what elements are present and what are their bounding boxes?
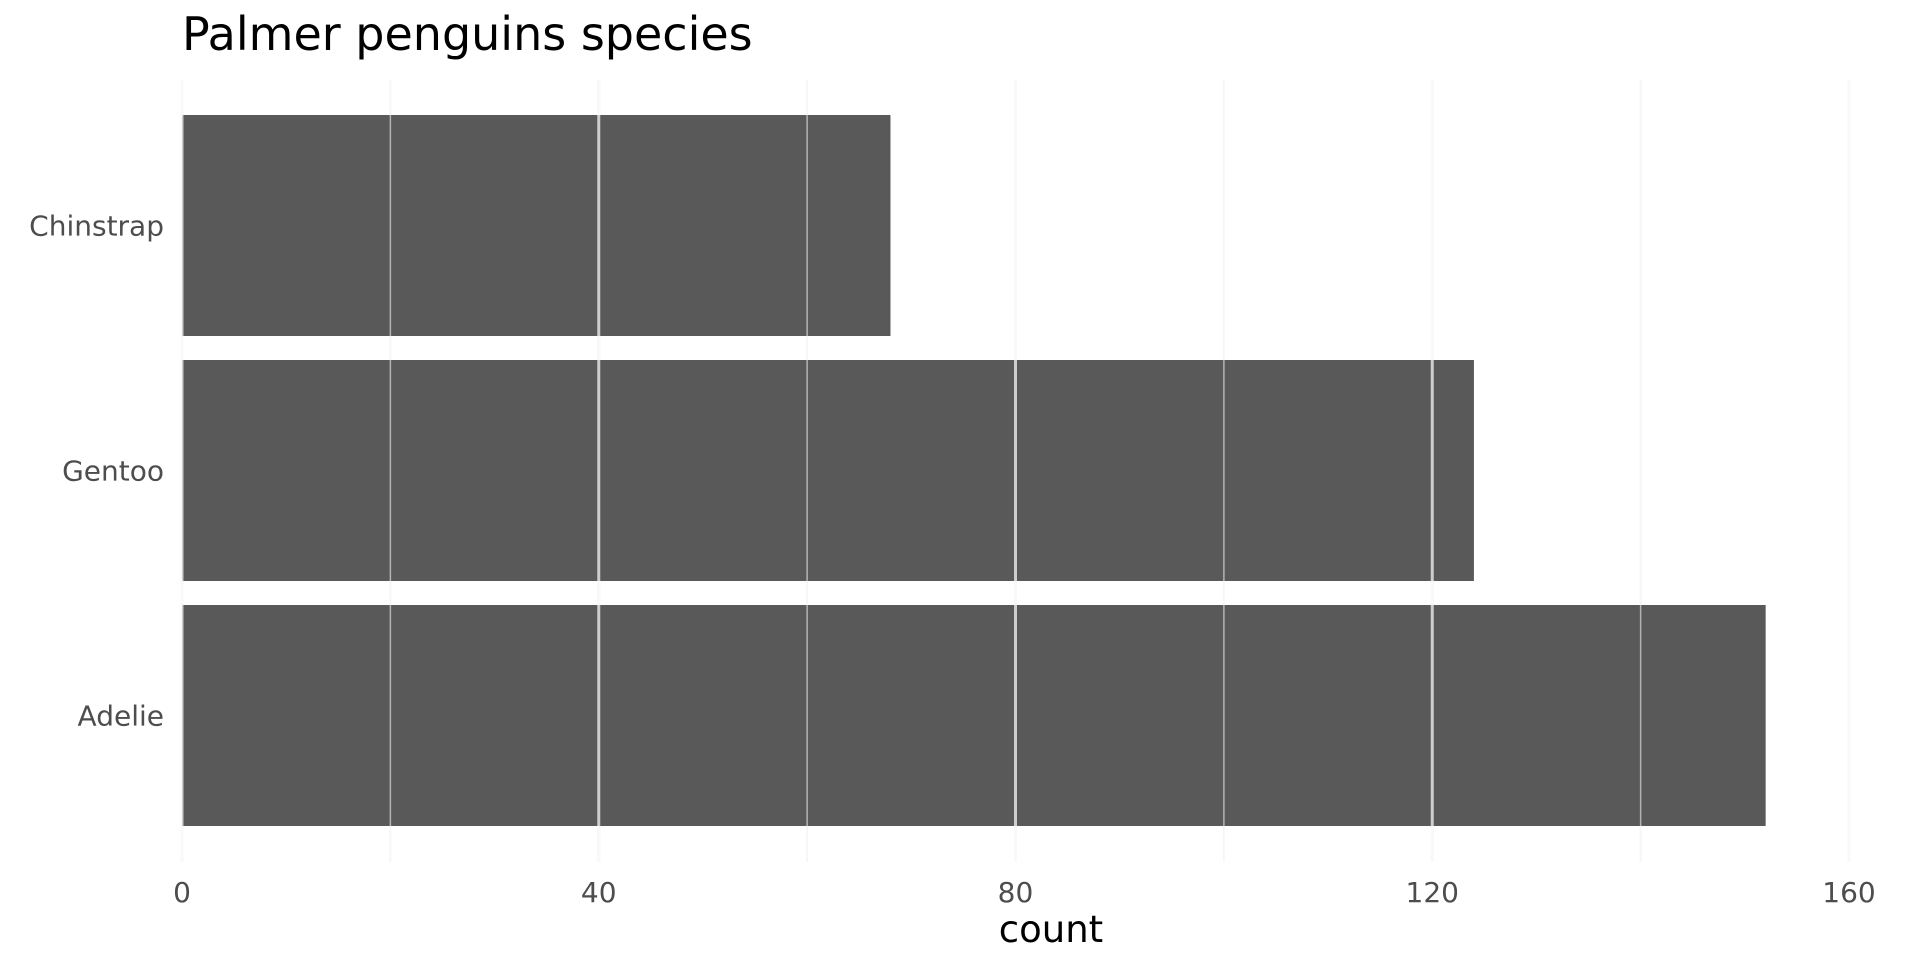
x-tick-label: 40 xyxy=(581,876,617,909)
x-tick-label: 160 xyxy=(1822,876,1875,909)
chart-title: Palmer penguins species xyxy=(182,7,753,61)
x-axis-tick-labels: 0 40 80 120 160 xyxy=(173,876,1876,909)
y-axis-tick-labels: Adelie Gentoo Chinstrap xyxy=(29,210,164,733)
x-tick-label: 120 xyxy=(1406,876,1459,909)
bar-gentoo xyxy=(182,360,1474,581)
bar-adelie xyxy=(182,605,1766,826)
bars xyxy=(182,115,1766,826)
bar-chinstrap xyxy=(182,115,891,336)
y-tick-label: Gentoo xyxy=(62,455,164,488)
bar-gridline-overlay xyxy=(180,80,1851,862)
x-tick-label: 0 xyxy=(173,876,191,909)
y-tick-label: Chinstrap xyxy=(29,210,164,243)
x-axis-title: count xyxy=(999,908,1103,951)
x-tick-label: 80 xyxy=(998,876,1034,909)
y-tick-label: Adelie xyxy=(78,700,164,733)
